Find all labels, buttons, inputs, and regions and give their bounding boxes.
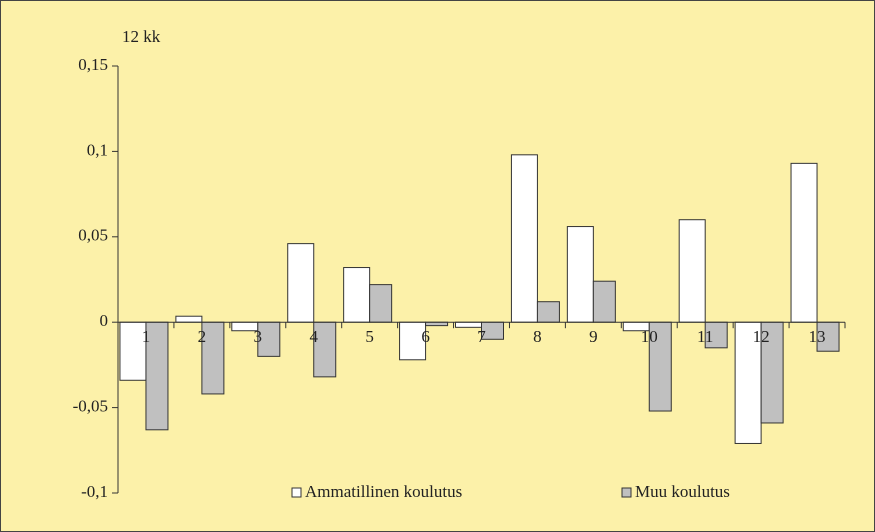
x-tick-label: 6	[421, 327, 430, 346]
x-tick-label: 1	[142, 327, 151, 346]
bar	[678, 219, 706, 323]
x-tick-label: 3	[254, 327, 263, 346]
x-tick-label: 8	[533, 327, 542, 346]
x-tick-label: 7	[477, 327, 486, 346]
axis-label: 12 kk	[122, 27, 161, 46]
x-tick-label: 12	[753, 327, 770, 346]
x-tick-label: 10	[641, 327, 658, 346]
x-tick-label: 2	[198, 327, 207, 346]
y-tick-label: -0,05	[73, 397, 108, 416]
bar	[369, 284, 393, 323]
y-tick-label: 0	[100, 311, 109, 330]
x-tick-label: 5	[365, 327, 374, 346]
bar	[566, 226, 594, 323]
legend-label: Ammatillinen koulutus	[305, 482, 462, 501]
y-tick-label: 0,15	[78, 55, 108, 74]
legend-label: Muu koulutus	[635, 482, 730, 501]
x-tick-label: 9	[589, 327, 598, 346]
bar	[119, 321, 147, 381]
legend-swatch	[621, 487, 632, 498]
y-tick-label: 0,1	[87, 140, 108, 159]
legend-swatch	[291, 487, 302, 498]
bar	[592, 280, 616, 323]
bar	[287, 243, 315, 323]
bar	[343, 267, 371, 323]
y-tick-label: -0,1	[81, 482, 108, 501]
bar	[425, 321, 449, 327]
bar	[399, 321, 427, 361]
x-tick-label: 4	[309, 327, 318, 346]
bar	[510, 154, 538, 323]
bar	[175, 315, 203, 323]
bar	[790, 162, 818, 323]
bar	[536, 301, 560, 323]
x-tick-label: 11	[697, 327, 713, 346]
y-tick-label: 0,05	[78, 226, 108, 245]
x-tick-label: 13	[809, 327, 826, 346]
